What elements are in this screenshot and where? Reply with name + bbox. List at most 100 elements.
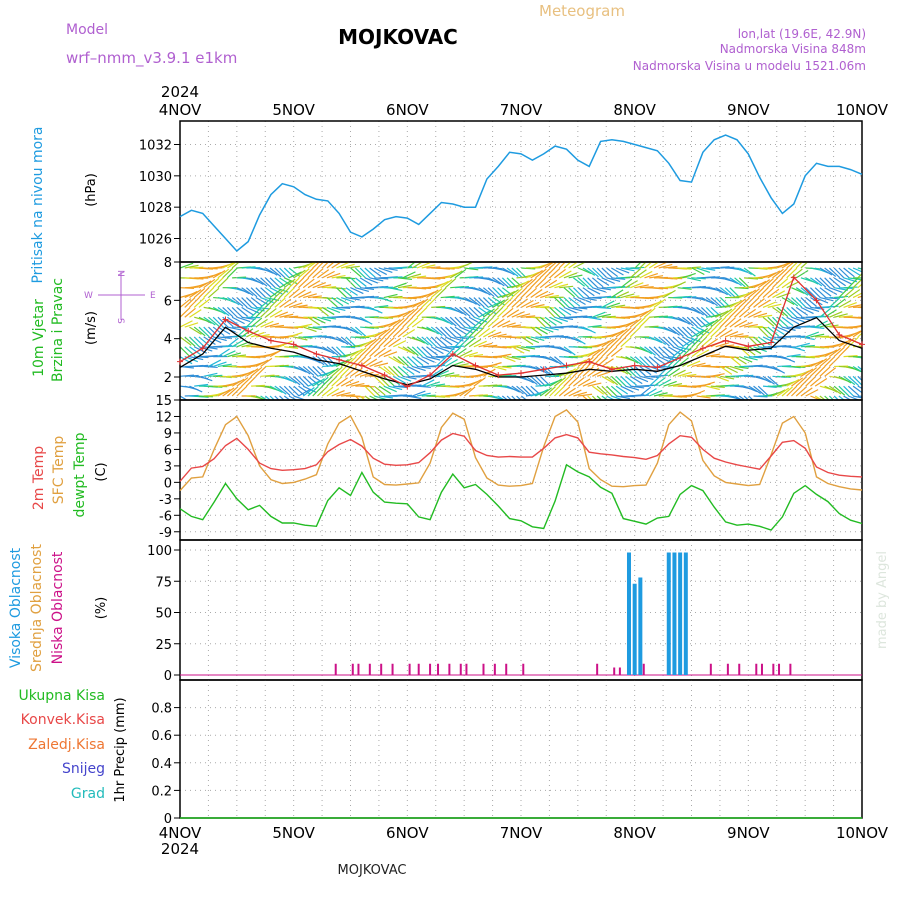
wind-barbs <box>180 262 862 400</box>
temp-tick-label: -9 <box>159 526 172 541</box>
temp-tick-label: 3 <box>164 460 172 475</box>
date-label: 10NOV <box>836 101 889 119</box>
temp-tick-label: -6 <box>159 509 172 524</box>
wind-gust-marker <box>699 345 706 352</box>
date-label: 5NOV <box>272 101 315 119</box>
model-label: Model <box>66 22 108 38</box>
bottom-year-label: 2024 <box>161 840 199 858</box>
pressure-tick-label: 1030 <box>139 170 172 185</box>
wind-tick-label: 2 <box>164 371 172 386</box>
wind-gust-marker <box>768 339 775 346</box>
temp-unit: (C) <box>94 462 109 481</box>
temp-tick-label: 6 <box>164 443 172 458</box>
wind-tick-label: 4 <box>164 333 172 348</box>
temp-tick-label: 15 <box>155 394 172 409</box>
compass-n: N <box>115 270 125 277</box>
wind-gust-marker <box>472 362 479 369</box>
location-text: lon,lat (19.6E, 42.9N) <box>738 27 866 41</box>
cloud-low-bar <box>368 663 371 675</box>
model-elevation-text: Nadmorska Visina u modelu 1521.06m <box>633 59 866 73</box>
cloud-low-bar <box>408 663 411 675</box>
wind-tick-label: 6 <box>164 294 172 309</box>
cloud-low-bar <box>429 663 432 675</box>
pressure-line <box>179 134 863 253</box>
cloud-mid-label: Srednja Oblacnost <box>29 544 45 672</box>
wind-gust-marker <box>790 274 797 281</box>
precip-tick-label: 0.8 <box>151 702 172 717</box>
wind-gust-marker <box>495 372 502 379</box>
precip-snow-label: Snijeg <box>62 761 105 777</box>
precip-tick-label: 0 <box>164 812 172 827</box>
wind-gust-marker <box>745 343 752 350</box>
wind-gust-marker <box>199 345 206 352</box>
clouds-panel: 0 25 50 75 100 <box>147 539 863 684</box>
cloud-low-bar <box>391 663 394 675</box>
elevation-text: Nadmorska Visina 848m <box>720 42 866 56</box>
date-label: 6NOV <box>386 101 429 119</box>
model-name: wrf–nmm_v3.9.1 e1km <box>66 49 237 68</box>
wind-gust-marker <box>222 316 229 323</box>
station-title: MOJKOVAC <box>338 25 458 49</box>
compass-e: E <box>150 291 156 301</box>
wind-gust-marker <box>540 366 547 373</box>
cloud-low-label: Niska Oblacnost <box>50 551 66 664</box>
temp-tick-label: 9 <box>164 427 172 442</box>
compass-s: S <box>115 318 125 324</box>
cloud-high-bar <box>626 552 631 675</box>
date-label: 7NOV <box>500 824 543 842</box>
footer-station: MOJKOVAC <box>338 863 407 878</box>
cloud-low-bar <box>772 663 775 675</box>
cloud-high-label: Visoka Oblacnost <box>8 547 24 668</box>
precip-tick-label: 0.2 <box>151 784 172 799</box>
precip-conv-label: Konvek.Kisa <box>21 712 105 728</box>
wind-unit: (m/s) <box>84 311 99 345</box>
cloud-low-bar <box>357 663 360 675</box>
pressure-unit: (hPa) <box>84 173 99 207</box>
wind-gust-marker <box>677 354 684 361</box>
clouds-tick-label: 25 <box>155 638 172 653</box>
pressure-tick-label: 1032 <box>139 139 172 154</box>
cloud-low-bar <box>505 663 508 675</box>
date-label: 8NOV <box>613 824 656 842</box>
wind-gust-marker <box>813 297 820 304</box>
temp-sfc-label: SFC Temp <box>51 436 67 505</box>
wind-label-line2: Brzina i Pravac <box>50 278 66 382</box>
bottom-date-labels: 4NOV 5NOV 6NOV 7NOV 8NOV 9NOV 10NOV <box>159 824 889 842</box>
wind-gust-marker <box>722 337 729 344</box>
precip-frozen-label: Zaledj.Kisa <box>28 737 105 753</box>
wind-speed-line <box>179 316 863 386</box>
wind-label-line1: 10m Vjetar <box>31 299 47 377</box>
date-label: 4NOV <box>159 101 202 119</box>
wind-gust-marker <box>449 351 456 357</box>
cloud-low-bar <box>493 663 496 675</box>
cloud-high-bar <box>672 552 677 675</box>
wind-gust-marker <box>358 362 365 369</box>
cloud-low-bar <box>618 667 621 675</box>
cloud-low-bar <box>380 663 383 675</box>
clouds-tick-label: 75 <box>155 575 172 590</box>
date-label: 8NOV <box>613 101 656 119</box>
cloud-low-bar <box>437 663 440 675</box>
temp-2m-label: 2m Temp <box>31 446 47 510</box>
wind-gust-marker <box>563 362 570 369</box>
date-label: 10NOV <box>836 824 889 842</box>
dewpt-label: dewpt Temp <box>72 432 88 517</box>
meteogram-subtitle: Meteogram <box>539 2 625 20</box>
cloud-low-bar <box>596 663 599 675</box>
compass-rose: N W E S <box>84 270 156 324</box>
wind-gust-marker <box>654 364 661 371</box>
compass-w: W <box>84 291 93 301</box>
wind-gust-marker <box>267 337 274 344</box>
cloud-low-bar <box>738 663 741 675</box>
wind-gust-marker <box>177 358 183 365</box>
wind-gust-marker <box>404 383 411 390</box>
cloud-low-bar <box>448 663 451 675</box>
date-label: 9NOV <box>727 101 770 119</box>
precip-unit: 1hr Precip (mm) <box>113 697 128 802</box>
wind-gust-marker <box>381 372 388 379</box>
wind-gust-marker <box>836 331 843 338</box>
cloud-low-bar <box>482 663 485 675</box>
wind-gust-marker <box>290 341 297 348</box>
